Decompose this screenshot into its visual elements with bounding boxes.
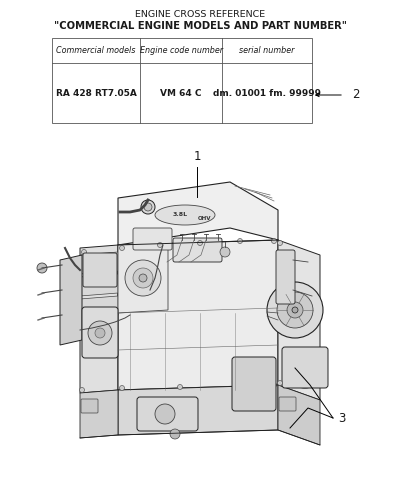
Circle shape (81, 250, 87, 254)
Ellipse shape (155, 205, 215, 225)
Text: 3: 3 (338, 411, 345, 424)
Circle shape (120, 385, 124, 391)
FancyBboxPatch shape (81, 399, 98, 413)
Circle shape (271, 383, 276, 387)
FancyBboxPatch shape (137, 397, 198, 431)
Text: OHV: OHV (198, 216, 212, 220)
Circle shape (271, 239, 276, 243)
Circle shape (287, 302, 303, 318)
Circle shape (158, 242, 162, 248)
Circle shape (139, 274, 147, 282)
Polygon shape (80, 296, 118, 318)
Circle shape (220, 247, 230, 257)
Polygon shape (118, 182, 278, 245)
Circle shape (170, 429, 180, 439)
Circle shape (278, 240, 282, 245)
Polygon shape (278, 240, 320, 400)
FancyBboxPatch shape (83, 253, 117, 287)
Text: 1: 1 (193, 150, 201, 163)
Polygon shape (118, 242, 168, 313)
FancyBboxPatch shape (279, 397, 296, 411)
Circle shape (79, 387, 85, 393)
Circle shape (177, 384, 182, 389)
FancyBboxPatch shape (282, 347, 328, 388)
Circle shape (237, 384, 243, 388)
Text: RA 428 RT7.05A: RA 428 RT7.05A (56, 88, 136, 97)
Polygon shape (118, 385, 278, 435)
Circle shape (37, 263, 47, 273)
Circle shape (95, 328, 105, 338)
Text: 3.8L: 3.8L (173, 213, 188, 217)
FancyBboxPatch shape (82, 307, 118, 358)
Circle shape (125, 260, 161, 296)
Polygon shape (118, 240, 278, 390)
Circle shape (293, 356, 317, 380)
Circle shape (133, 268, 153, 288)
Circle shape (277, 292, 313, 328)
Polygon shape (80, 252, 118, 274)
Text: dm. 01001 fm. 99999: dm. 01001 fm. 99999 (213, 88, 321, 97)
FancyBboxPatch shape (173, 238, 222, 262)
Polygon shape (278, 385, 320, 445)
Text: Commercial models: Commercial models (56, 46, 136, 55)
Circle shape (144, 203, 152, 211)
Text: VM 64 C: VM 64 C (160, 88, 202, 97)
Circle shape (300, 363, 310, 373)
Circle shape (292, 307, 298, 313)
Polygon shape (60, 255, 82, 345)
Circle shape (120, 245, 124, 251)
Circle shape (278, 381, 282, 385)
Polygon shape (80, 245, 118, 393)
FancyBboxPatch shape (232, 357, 276, 411)
Text: 2: 2 (352, 88, 359, 101)
FancyBboxPatch shape (133, 228, 172, 250)
Circle shape (155, 404, 175, 424)
Text: Engine code number: Engine code number (139, 46, 222, 55)
Circle shape (267, 282, 323, 338)
Circle shape (198, 240, 203, 245)
Circle shape (88, 321, 112, 345)
Text: "COMMERCIAL ENGINE MODELS AND PART NUMBER": "COMMERCIAL ENGINE MODELS AND PART NUMBE… (53, 21, 346, 31)
Bar (52, 38, 312, 123)
Polygon shape (80, 390, 118, 438)
Polygon shape (80, 274, 118, 296)
Circle shape (237, 239, 243, 243)
Text: serial number: serial number (239, 46, 295, 55)
Text: ENGINE CROSS REFERENCE: ENGINE CROSS REFERENCE (135, 10, 265, 19)
Circle shape (285, 348, 325, 388)
FancyBboxPatch shape (276, 250, 295, 304)
Circle shape (141, 200, 155, 214)
